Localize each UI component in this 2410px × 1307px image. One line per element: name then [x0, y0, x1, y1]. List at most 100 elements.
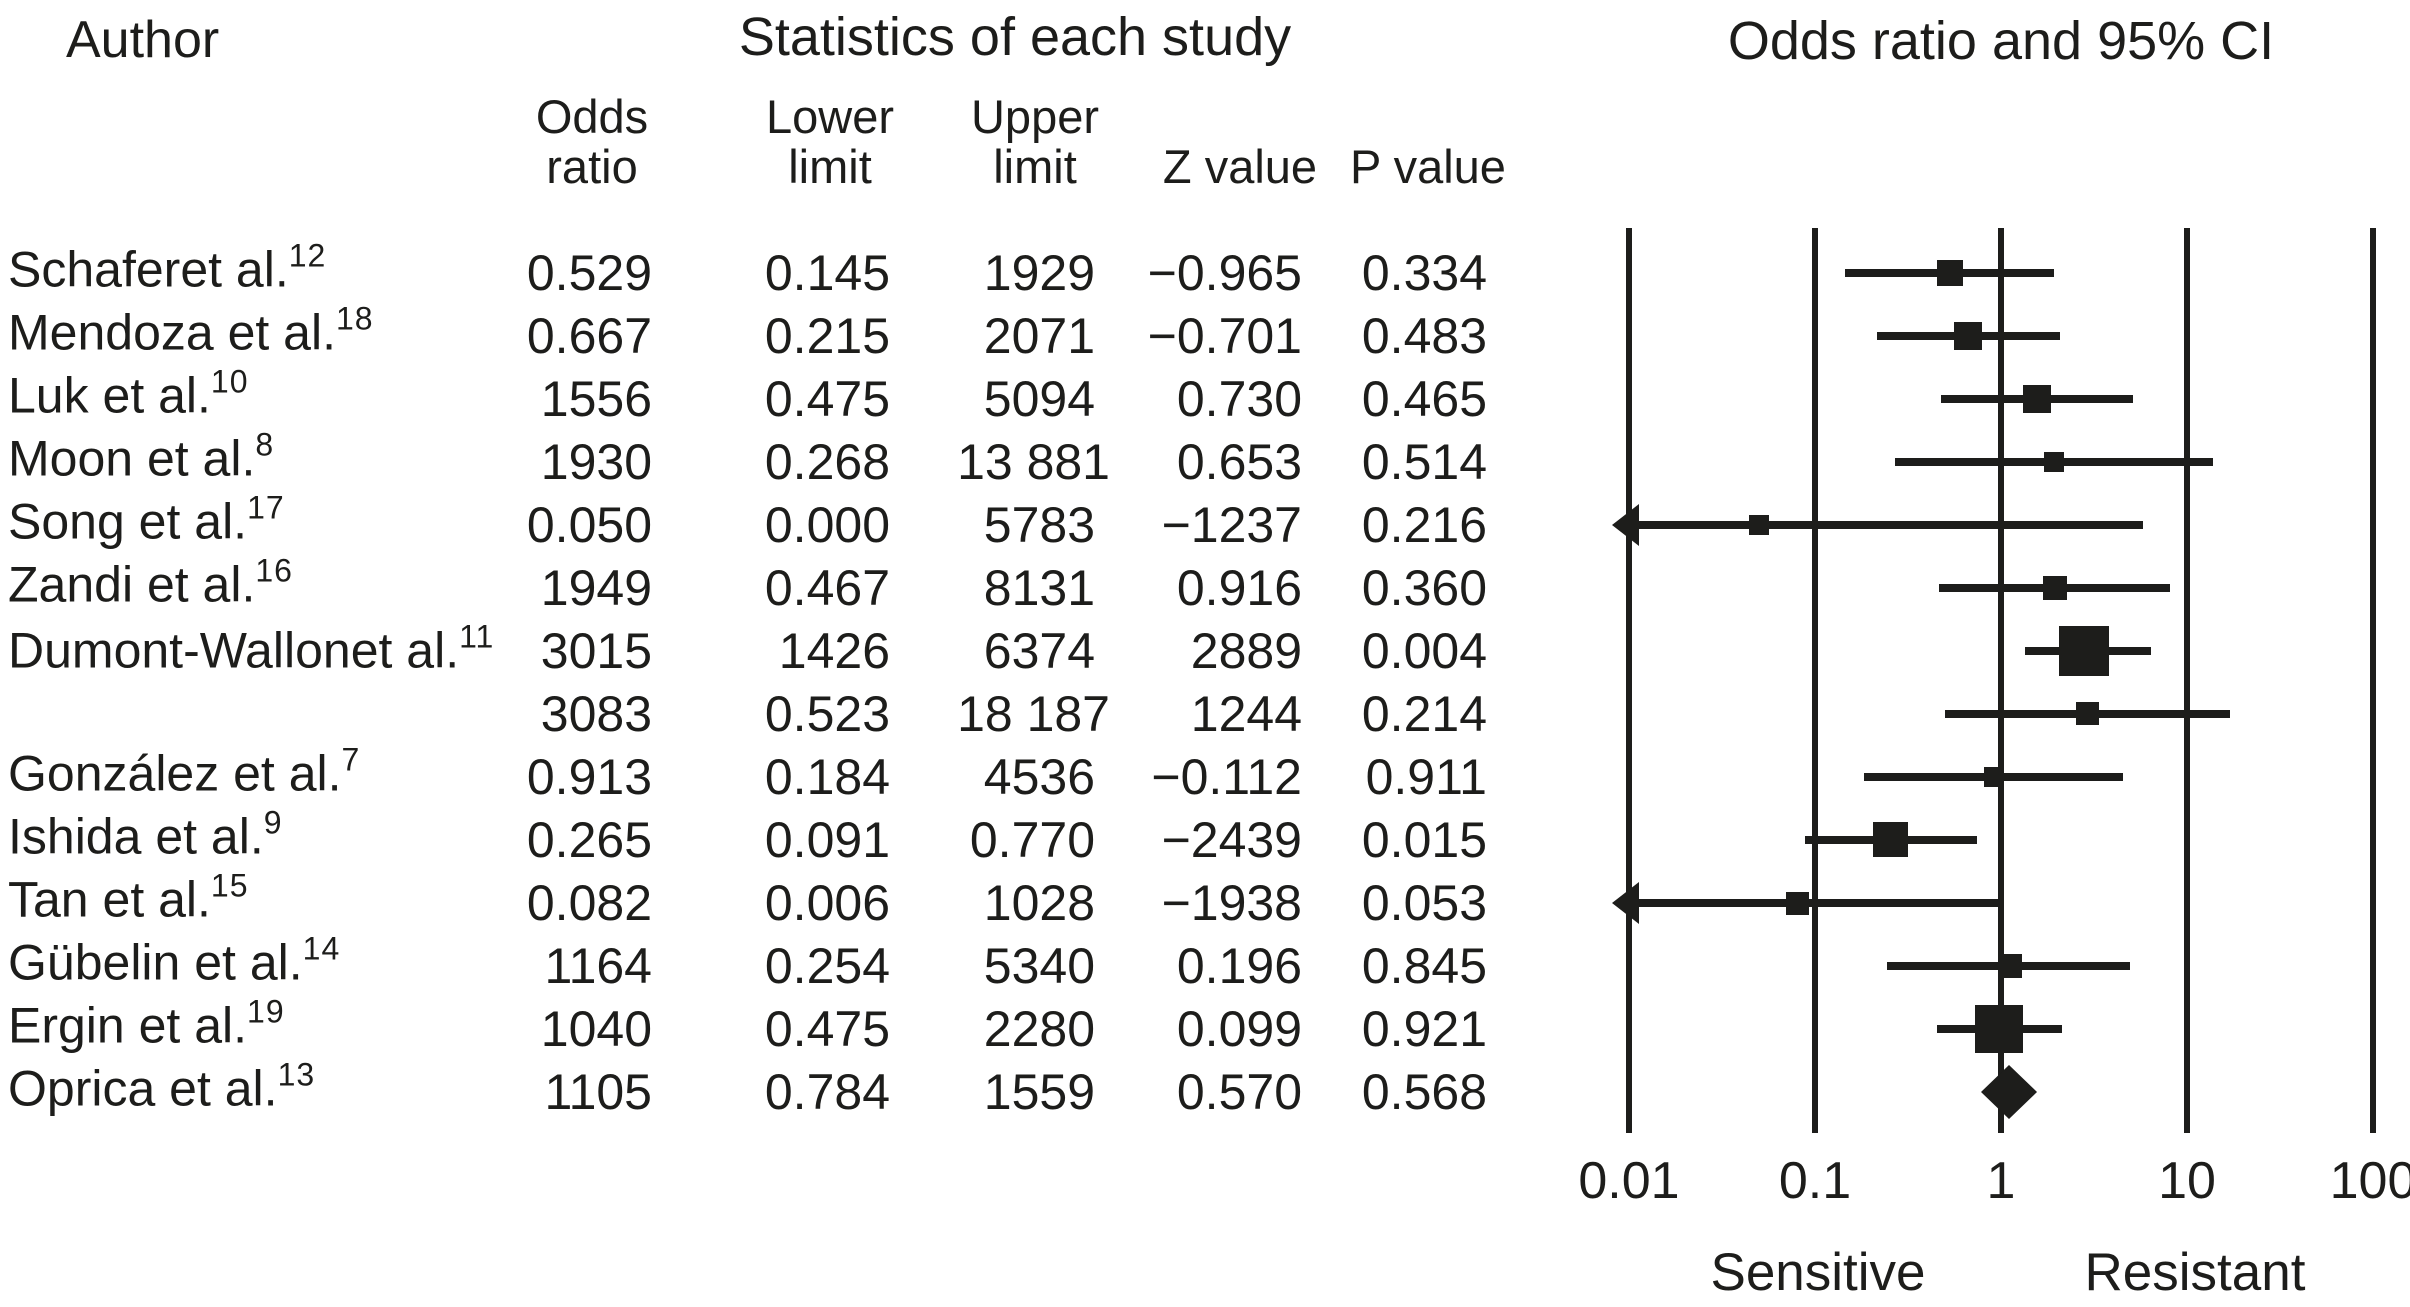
author-label: Oprica et al.13: [8, 1056, 316, 1117]
stat-z-value: −2439: [1161, 812, 1302, 868]
axis-tick-label: 0.1: [1778, 1152, 1852, 1210]
stat-lower-limit: 0.475: [764, 1001, 890, 1057]
author-reference: 8: [255, 426, 275, 463]
author-reference: 13: [277, 1056, 316, 1093]
stat-upper-limit: 8131: [983, 560, 1095, 616]
axis-gridline-0-01: [1626, 228, 1632, 1133]
or-marker-square: [1975, 1005, 2023, 1053]
ci-line: [1632, 899, 2003, 907]
axis-gridline-1: [1998, 228, 2004, 1133]
stat-z-value: −0.701: [1147, 308, 1302, 364]
stat-odds-ratio: 1164: [544, 938, 652, 994]
stat-lower-limit: 0.145: [764, 245, 890, 301]
stat-z-value: 0.653: [1176, 434, 1302, 490]
or-marker-square: [1984, 767, 2004, 787]
ci-panel-title: Odds ratio and 95% CI: [1727, 11, 2275, 71]
axis-tick-label: 0.01: [1578, 1152, 1680, 1210]
stat-z-value: 2889: [1190, 623, 1302, 679]
stat-p-value: 0.514: [1361, 434, 1487, 490]
author-reference: 16: [255, 552, 293, 589]
axis-gridline-10: [2184, 228, 2190, 1133]
resistant-direction-label: Resistant: [2084, 1243, 2306, 1302]
stat-lower-limit: 0.475: [764, 371, 890, 427]
author-label: Tan et al.15: [8, 867, 249, 928]
or-marker-square: [1873, 822, 1908, 857]
stat-p-value: 0.911: [1365, 749, 1487, 805]
stat-lower-limit: 0.523: [764, 686, 890, 742]
stat-upper-limit: 0.770: [969, 812, 1095, 868]
stat-odds-ratio: 1930: [540, 434, 652, 490]
stat-z-value: 0.099: [1176, 1001, 1302, 1057]
author-label: Dumont-Wallonet al.11: [8, 618, 495, 679]
stat-p-value: 0.845: [1361, 938, 1487, 994]
stat-odds-ratio: 1105: [544, 1064, 652, 1120]
stat-upper-limit: 2071: [983, 308, 1095, 364]
stat-odds-ratio: 0.265: [526, 812, 652, 868]
author-label: Zandi et al.16: [8, 552, 293, 613]
or-marker-square: [2059, 626, 2109, 676]
column-header-lower-line1: Lower: [765, 90, 894, 143]
or-marker-square: [1954, 322, 1982, 350]
author-label: Moon et al.8: [8, 426, 275, 487]
stat-upper-limit: 18 187: [957, 686, 1110, 742]
author-reference: 9: [263, 804, 283, 841]
author-reference: 18: [335, 300, 374, 337]
stat-p-value: 0.334: [1361, 245, 1487, 301]
stat-lower-limit: 0.268: [764, 434, 890, 490]
stat-odds-ratio: 0.913: [526, 749, 652, 805]
author-label: González et al.7: [8, 741, 361, 802]
column-header-lower-line2: limit: [788, 140, 872, 193]
stat-odds-ratio: 3015: [540, 623, 652, 679]
stat-lower-limit: 0.184: [764, 749, 890, 805]
column-header-p-value: P value: [1350, 140, 1506, 193]
stat-odds-ratio: 3083: [540, 686, 652, 742]
stat-lower-limit: 0.000: [764, 497, 890, 553]
stat-p-value: 0.360: [1361, 560, 1487, 616]
stat-p-value: 0.465: [1361, 371, 1487, 427]
stat-p-value: 0.216: [1361, 497, 1487, 553]
axis-tick-label: 1: [1986, 1152, 2016, 1210]
stat-lower-limit: 0.467: [764, 560, 890, 616]
or-marker-square: [1786, 892, 1809, 915]
author-reference: 7: [341, 741, 361, 778]
stat-p-value: 0.921: [1361, 1001, 1487, 1057]
author-reference: 10: [210, 363, 249, 400]
column-header-z-value: Z value: [1162, 140, 1318, 193]
stat-upper-limit: 2280: [983, 1001, 1095, 1057]
column-header-odds-ratio: Odds ratio: [462, 92, 722, 192]
author-column-header: Author: [66, 11, 220, 69]
stat-odds-ratio: 0.082: [526, 875, 652, 931]
stat-upper-limit: 4536: [983, 749, 1095, 805]
or-marker-square: [2076, 702, 2099, 725]
author-reference: 12: [288, 237, 327, 274]
left-arrow-icon: [1612, 882, 1639, 924]
author-reference: 19: [247, 993, 285, 1030]
stat-p-value: 0.004: [1361, 623, 1487, 679]
stat-z-value: 0.570: [1176, 1064, 1302, 1120]
column-header-upper-line1: Upper: [970, 90, 1099, 143]
sensitive-direction-label: Sensitive: [1710, 1243, 1926, 1302]
or-marker-square: [2044, 452, 2064, 472]
author-label: Ergin et al.19: [8, 993, 285, 1054]
stat-upper-limit: 1028: [983, 875, 1095, 931]
stat-p-value: 0.214: [1361, 686, 1487, 742]
stat-z-value: −0.965: [1147, 245, 1302, 301]
column-header-odds-line2: ratio: [546, 140, 638, 193]
author-label: Song et al.17: [8, 489, 285, 550]
stat-odds-ratio: 1556: [540, 371, 652, 427]
stat-odds-ratio: 1040: [540, 1001, 652, 1057]
stat-p-value: 0.483: [1361, 308, 1487, 364]
stat-p-value: 0.053: [1361, 875, 1487, 931]
stat-z-value: 1244: [1190, 686, 1302, 742]
or-marker-square: [1749, 515, 1769, 535]
stat-lower-limit: 0.091: [764, 812, 890, 868]
column-header-upper-line2: limit: [993, 140, 1077, 193]
author-label: Luk et al.10: [8, 363, 249, 424]
stat-odds-ratio: 0.667: [526, 308, 652, 364]
or-marker-square: [2043, 576, 2067, 600]
or-marker-square: [2023, 385, 2051, 413]
axis-tick-label: 10: [2158, 1152, 2216, 1210]
stat-upper-limit: 5783: [983, 497, 1095, 553]
stat-upper-limit: 1929: [983, 245, 1095, 301]
author-label: Schaferet al.12: [8, 237, 327, 298]
